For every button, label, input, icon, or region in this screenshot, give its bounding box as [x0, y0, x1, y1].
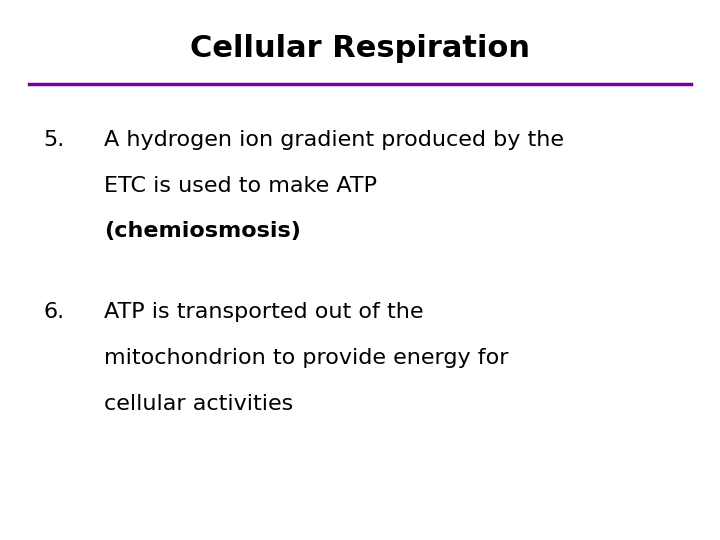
Text: cellular activities: cellular activities [104, 394, 294, 414]
Text: ETC is used to make ATP: ETC is used to make ATP [104, 176, 377, 195]
Text: (chemiosmosis): (chemiosmosis) [104, 221, 301, 241]
Text: ATP is transported out of the: ATP is transported out of the [104, 302, 424, 322]
Text: A hydrogen ion gradient produced by the: A hydrogen ion gradient produced by the [104, 130, 564, 150]
Text: 5.: 5. [43, 130, 65, 150]
Text: mitochondrion to provide energy for: mitochondrion to provide energy for [104, 348, 509, 368]
Text: Cellular Respiration: Cellular Respiration [190, 34, 530, 63]
Text: 6.: 6. [43, 302, 64, 322]
